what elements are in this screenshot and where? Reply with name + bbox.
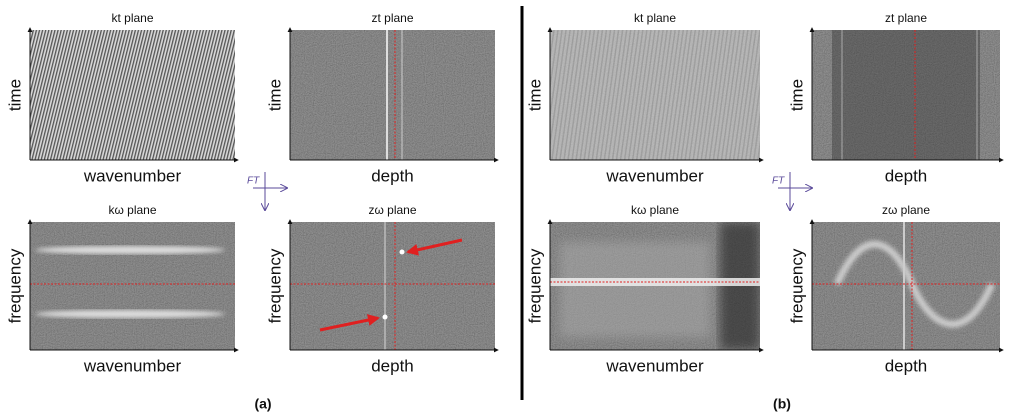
ft-label: FT — [772, 176, 785, 187]
plot: zt plane depth time — [265, 11, 499, 185]
y-label: frequency — [787, 248, 806, 323]
image-noise — [290, 30, 495, 160]
plot-title: zt plane — [371, 11, 413, 25]
x-label: depth — [885, 356, 928, 375]
image-noise — [812, 222, 1000, 350]
plot-title: kω plane — [631, 203, 679, 217]
plot-image — [812, 30, 1000, 160]
arrow — [319, 314, 380, 332]
plot-image — [550, 222, 760, 350]
y-label: time — [525, 79, 544, 111]
arrow — [406, 238, 463, 256]
plot-title: zω plane — [882, 203, 930, 217]
image-noise — [30, 222, 235, 350]
spectrum-blob — [35, 246, 225, 254]
x-label: depth — [371, 166, 414, 185]
plot: zω plane depth frequency — [265, 203, 499, 375]
panel-label: (a) — [254, 396, 271, 412]
plot-title: zω plane — [368, 203, 416, 217]
y-label: frequency — [265, 248, 284, 323]
x-label: wavenumber — [83, 356, 182, 375]
plot-title: kt plane — [634, 11, 676, 25]
peak — [399, 249, 405, 255]
plot-image — [290, 30, 495, 160]
plot-title: zt plane — [885, 11, 927, 25]
ft-label: FT — [247, 176, 260, 187]
y-label: time — [5, 79, 24, 111]
y-label: frequency — [525, 248, 544, 323]
plot-title: kt plane — [111, 11, 153, 25]
glow — [560, 242, 710, 337]
plot: kω plane wavenumber frequency — [525, 203, 764, 375]
image-noise — [550, 30, 760, 160]
plot-title: kω plane — [108, 203, 156, 217]
x-label: wavenumber — [605, 166, 704, 185]
plot: zω plane depth frequency — [787, 203, 1004, 375]
image-bg — [30, 30, 235, 160]
spectrum-blob — [35, 310, 225, 318]
plot-image — [812, 222, 1000, 350]
x-label: depth — [371, 356, 414, 375]
plot-image — [30, 222, 235, 350]
plot-image — [290, 222, 495, 350]
y-label: frequency — [5, 248, 24, 323]
plot: kt plane wavenumber time — [525, 11, 764, 185]
plot-image — [30, 30, 235, 160]
x-label: wavenumber — [605, 356, 704, 375]
x-label: depth — [885, 166, 928, 185]
y-label: time — [265, 79, 284, 111]
peak — [382, 314, 388, 320]
plot: kt plane wavenumber time — [5, 11, 239, 185]
x-label: wavenumber — [83, 166, 182, 185]
plot: zt plane depth time — [787, 11, 1004, 185]
y-label: time — [787, 79, 806, 111]
plot: kω plane wavenumber frequency — [5, 203, 239, 375]
panel-label: (b) — [773, 396, 791, 412]
plot-image — [550, 30, 760, 160]
